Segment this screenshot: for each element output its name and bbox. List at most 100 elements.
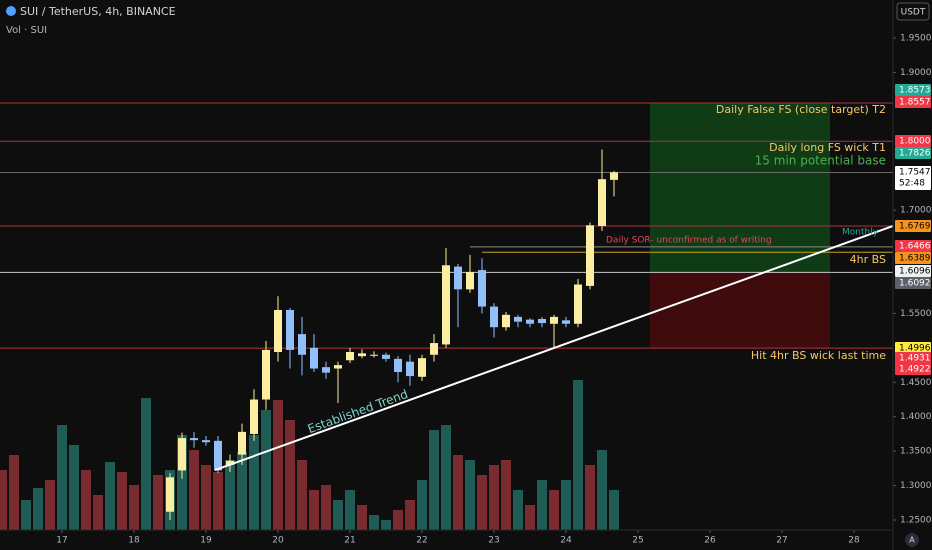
candle-body xyxy=(561,320,570,324)
price-label: 1.6466 xyxy=(899,242,931,252)
candle-body xyxy=(369,354,378,356)
candle-body xyxy=(358,353,367,357)
price-label-box xyxy=(895,147,931,159)
x-tick-label: 19 xyxy=(200,536,212,546)
loss-zone xyxy=(650,272,831,349)
price-label-box xyxy=(895,220,931,232)
price-label: 1.4922 xyxy=(899,365,931,375)
candle-body xyxy=(502,314,511,328)
volume-bar xyxy=(416,480,427,530)
candle-body xyxy=(538,318,547,324)
candle-body xyxy=(286,309,295,350)
volume-bar xyxy=(33,488,44,530)
x-tick-label: 17 xyxy=(56,536,67,546)
price-label: 1.6092 xyxy=(899,279,931,289)
price-label-box xyxy=(895,84,931,96)
volume-bar xyxy=(260,410,271,530)
price-label-box xyxy=(895,240,931,252)
candle-body xyxy=(273,309,282,353)
volume-bar xyxy=(524,505,535,530)
annotation: Daily False FS (close target) T2 xyxy=(716,103,886,116)
annotation: 4hr BS xyxy=(850,253,886,266)
volume-bar xyxy=(296,460,307,530)
volume-bar xyxy=(344,490,355,530)
volume-bar xyxy=(80,470,91,530)
price-label-box xyxy=(895,96,931,108)
candle-body xyxy=(610,172,619,180)
currency-button[interactable] xyxy=(896,2,930,21)
price-label: 1.8573 xyxy=(899,86,931,96)
volume-bar xyxy=(188,450,199,530)
countdown: 52:48 xyxy=(899,179,925,189)
volume-bar xyxy=(116,472,127,530)
volume-bar xyxy=(56,425,67,530)
price-label: 1.8557 xyxy=(899,98,931,108)
y-tick-label: 1.4000 xyxy=(900,412,932,422)
volume-legend: Vol · SUI xyxy=(6,25,47,36)
candle-body xyxy=(597,179,606,226)
candle-body xyxy=(525,319,534,324)
volume-bar xyxy=(249,435,260,530)
candle-body xyxy=(441,265,450,345)
y-tick-label: 1.5500 xyxy=(900,309,932,319)
volume-bar xyxy=(236,452,247,530)
trendline xyxy=(214,225,894,471)
candle-body xyxy=(333,365,342,369)
volume-bar xyxy=(332,500,343,530)
price-label-box xyxy=(895,265,931,277)
volume-bar xyxy=(440,425,451,530)
y-tick-label: 1.9500 xyxy=(900,34,932,44)
candle-body xyxy=(178,438,187,471)
volume-bar xyxy=(537,480,548,530)
candle-body xyxy=(322,367,331,373)
profit-zone xyxy=(650,102,831,273)
volume-bar xyxy=(105,462,116,530)
y-tick-label: 1.7000 xyxy=(900,206,932,216)
price-label-box xyxy=(895,352,931,364)
candle-body xyxy=(225,460,234,465)
candle-body xyxy=(201,440,210,443)
volume-bar xyxy=(380,520,391,530)
volume-bar xyxy=(429,430,440,530)
volume-bar xyxy=(584,465,595,530)
annotation: Daily SOR- unconfirmed as of writing xyxy=(606,236,772,246)
price-label: 1.8000 xyxy=(899,137,931,147)
volume-bar xyxy=(609,490,620,530)
price-label-box xyxy=(895,363,931,375)
candle-body xyxy=(489,306,498,328)
chart-title: SUI / TetherUS, 4h, BINANCE xyxy=(20,5,176,18)
candle-body xyxy=(453,266,462,290)
price-label-box xyxy=(895,277,931,289)
y-tick-label: 1.9000 xyxy=(900,68,932,78)
candle-body xyxy=(477,270,486,307)
candle-body xyxy=(466,272,475,290)
annotation: 15 min potential base xyxy=(755,154,886,168)
volume-bar xyxy=(224,460,235,530)
y-tick-label: 1.2500 xyxy=(900,516,932,526)
candle-body xyxy=(394,358,403,372)
y-tick-label: 1.4500 xyxy=(900,378,932,388)
volume-bar xyxy=(141,398,152,530)
auto-scale-button[interactable] xyxy=(905,533,919,547)
candle-body xyxy=(585,225,594,286)
price-label-box xyxy=(895,135,931,147)
candle-body xyxy=(237,431,246,455)
volume-bar xyxy=(92,495,103,530)
candle-body xyxy=(513,316,522,322)
x-tick-label: 22 xyxy=(416,536,427,546)
price-label: 1.7826 xyxy=(899,149,931,159)
volume-bar xyxy=(44,480,55,530)
price-label: 1.4931 xyxy=(899,354,931,364)
volume-bar xyxy=(404,500,415,530)
auto-scale-label[interactable]: A xyxy=(909,536,915,545)
currency-label[interactable]: USDT xyxy=(901,8,926,18)
volume-bar xyxy=(512,490,523,530)
x-tick-label: 25 xyxy=(632,536,643,546)
x-tick-label: 26 xyxy=(704,536,716,546)
volume-bar xyxy=(20,500,31,530)
candle-body xyxy=(381,354,390,359)
volume-bar xyxy=(308,490,319,530)
volume-bar xyxy=(452,455,463,530)
volume-bar xyxy=(69,445,80,530)
